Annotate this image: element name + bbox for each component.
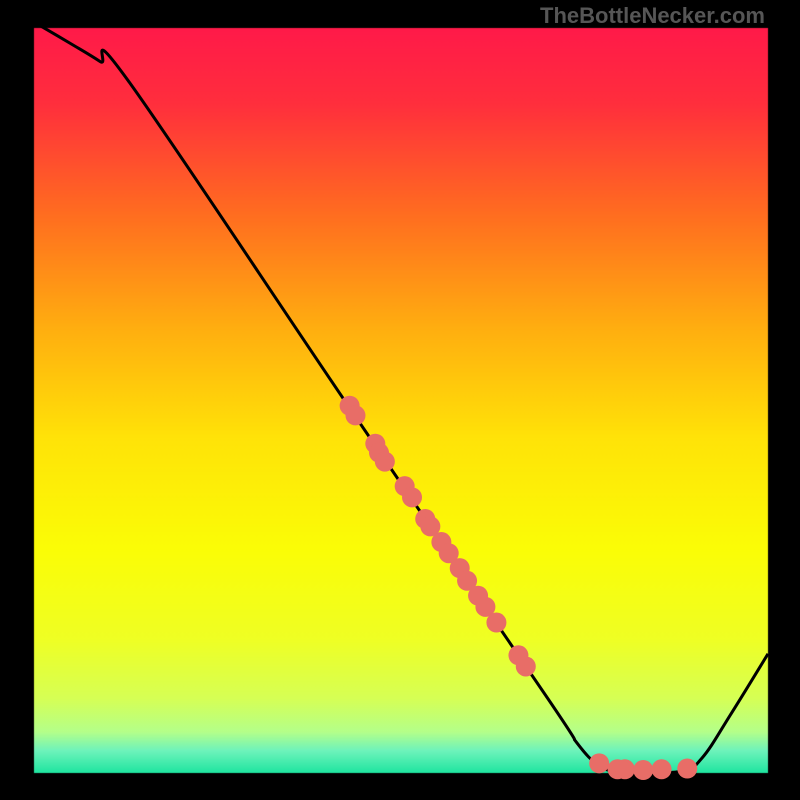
data-markers — [340, 396, 698, 780]
data-point — [615, 759, 635, 779]
data-point — [345, 405, 365, 425]
data-point — [652, 759, 672, 779]
data-point — [402, 487, 422, 507]
data-point — [486, 613, 506, 633]
curve-line — [34, 22, 768, 773]
chart-container: TheBottleNecker.com — [0, 0, 800, 800]
data-point — [375, 452, 395, 472]
data-point — [589, 753, 609, 773]
data-point — [633, 760, 653, 780]
chart-overlay — [0, 0, 800, 800]
data-point — [516, 656, 536, 676]
data-point — [677, 759, 697, 779]
